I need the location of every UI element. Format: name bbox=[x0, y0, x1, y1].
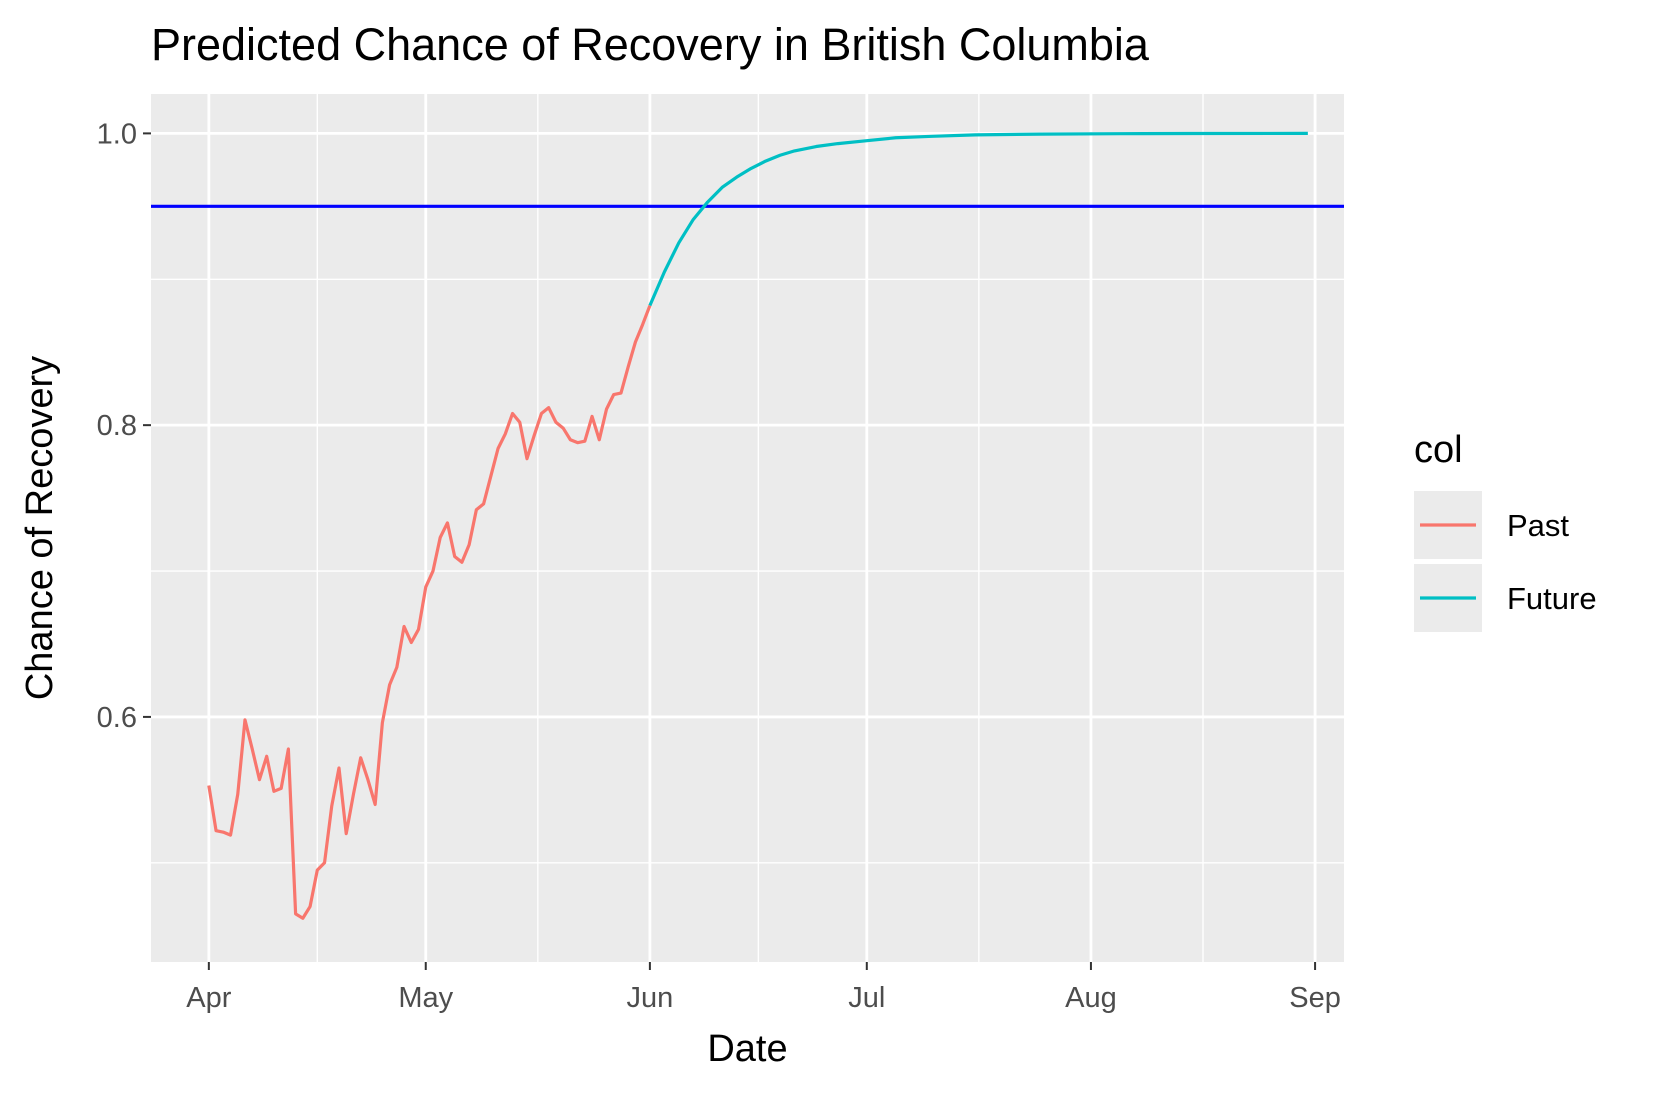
y-tick-label: 1.0 bbox=[97, 118, 137, 150]
y-axis-title: Chance of Recovery bbox=[19, 356, 61, 700]
x-tick-label: Aug bbox=[1065, 982, 1117, 1014]
x-axis-title: Date bbox=[707, 1028, 787, 1070]
y-tick-label: 0.6 bbox=[97, 702, 137, 734]
series-line-past bbox=[207, 304, 652, 920]
legend: col Past Future bbox=[1414, 429, 1597, 632]
legend-label: Past bbox=[1507, 508, 1569, 543]
legend-title: col bbox=[1414, 429, 1463, 471]
x-tick-label: Apr bbox=[186, 982, 231, 1014]
y-axis: 0.6 0.8 1.0 bbox=[97, 118, 151, 734]
grid-minor bbox=[151, 94, 1344, 962]
x-tick-label: Jun bbox=[627, 982, 674, 1014]
x-tick-label: Jul bbox=[848, 982, 885, 1014]
series-line-future bbox=[648, 131, 1308, 307]
x-tick-label: May bbox=[398, 982, 453, 1014]
x-axis: Apr May Jun Jul Aug Sep bbox=[186, 962, 1341, 1014]
y-tick-label: 0.8 bbox=[97, 410, 137, 442]
x-tick-label: Sep bbox=[1289, 982, 1341, 1014]
series-layer bbox=[207, 131, 1308, 920]
grid-major bbox=[151, 94, 1344, 962]
legend-label: Future bbox=[1507, 581, 1597, 616]
chart-title: Predicted Chance of Recovery in British … bbox=[151, 19, 1150, 70]
